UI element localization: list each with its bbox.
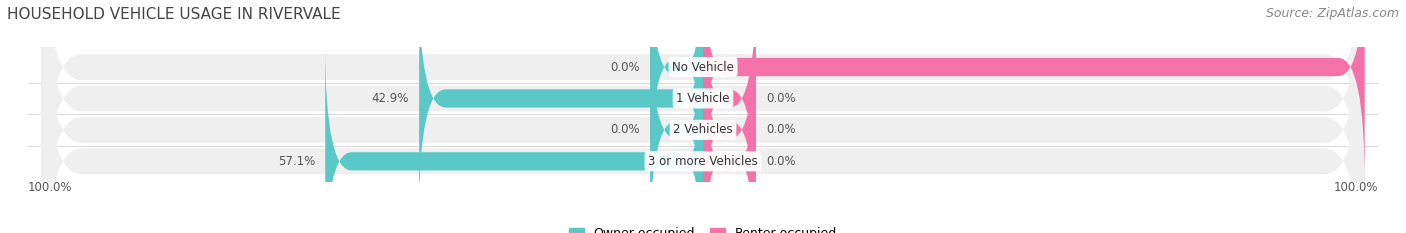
Text: 1 Vehicle: 1 Vehicle [676, 92, 730, 105]
Text: 100.0%: 100.0% [1375, 61, 1406, 74]
Text: 0.0%: 0.0% [610, 123, 640, 136]
Text: 100.0%: 100.0% [28, 181, 73, 194]
Text: Source: ZipAtlas.com: Source: ZipAtlas.com [1265, 7, 1399, 20]
Text: No Vehicle: No Vehicle [672, 61, 734, 74]
Text: 0.0%: 0.0% [766, 155, 796, 168]
FancyBboxPatch shape [41, 0, 1365, 233]
FancyBboxPatch shape [41, 0, 1365, 233]
Text: 3 or more Vehicles: 3 or more Vehicles [648, 155, 758, 168]
FancyBboxPatch shape [703, 0, 756, 215]
FancyBboxPatch shape [703, 45, 756, 233]
FancyBboxPatch shape [650, 13, 703, 233]
Text: 2 Vehicles: 2 Vehicles [673, 123, 733, 136]
Text: 0.0%: 0.0% [766, 123, 796, 136]
FancyBboxPatch shape [325, 45, 703, 233]
FancyBboxPatch shape [41, 0, 1365, 233]
FancyBboxPatch shape [703, 0, 1365, 184]
Legend: Owner-occupied, Renter-occupied: Owner-occupied, Renter-occupied [568, 227, 838, 233]
Text: HOUSEHOLD VEHICLE USAGE IN RIVERVALE: HOUSEHOLD VEHICLE USAGE IN RIVERVALE [7, 7, 340, 22]
Text: 100.0%: 100.0% [1333, 181, 1378, 194]
Text: 57.1%: 57.1% [278, 155, 315, 168]
FancyBboxPatch shape [703, 13, 756, 233]
Text: 0.0%: 0.0% [610, 61, 640, 74]
Text: 42.9%: 42.9% [371, 92, 409, 105]
Text: 0.0%: 0.0% [766, 92, 796, 105]
FancyBboxPatch shape [650, 0, 703, 184]
FancyBboxPatch shape [41, 0, 1365, 233]
FancyBboxPatch shape [419, 0, 703, 215]
